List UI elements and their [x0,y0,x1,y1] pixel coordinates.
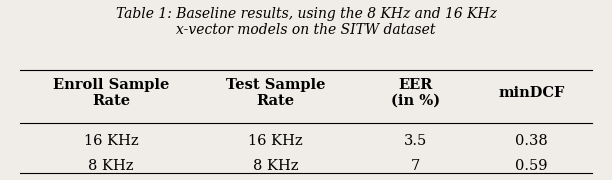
Text: Table 1: Baseline results, using the 8 KHz and 16 KHz
x-vector models on the SIT: Table 1: Baseline results, using the 8 K… [116,7,496,37]
Text: Test Sample
Rate: Test Sample Rate [226,78,326,108]
Text: 0.38: 0.38 [515,134,548,148]
Text: 8 KHz: 8 KHz [88,159,134,173]
Text: 3.5: 3.5 [404,134,427,148]
Text: minDCF: minDCF [498,86,565,100]
Text: 8 KHz: 8 KHz [253,159,298,173]
Text: 0.59: 0.59 [515,159,548,173]
Text: Enroll Sample
Rate: Enroll Sample Rate [53,78,170,108]
Text: 16 KHz: 16 KHz [84,134,138,148]
Text: 16 KHz: 16 KHz [248,134,303,148]
Text: 7: 7 [411,159,420,173]
Text: EER
(in %): EER (in %) [391,78,440,108]
